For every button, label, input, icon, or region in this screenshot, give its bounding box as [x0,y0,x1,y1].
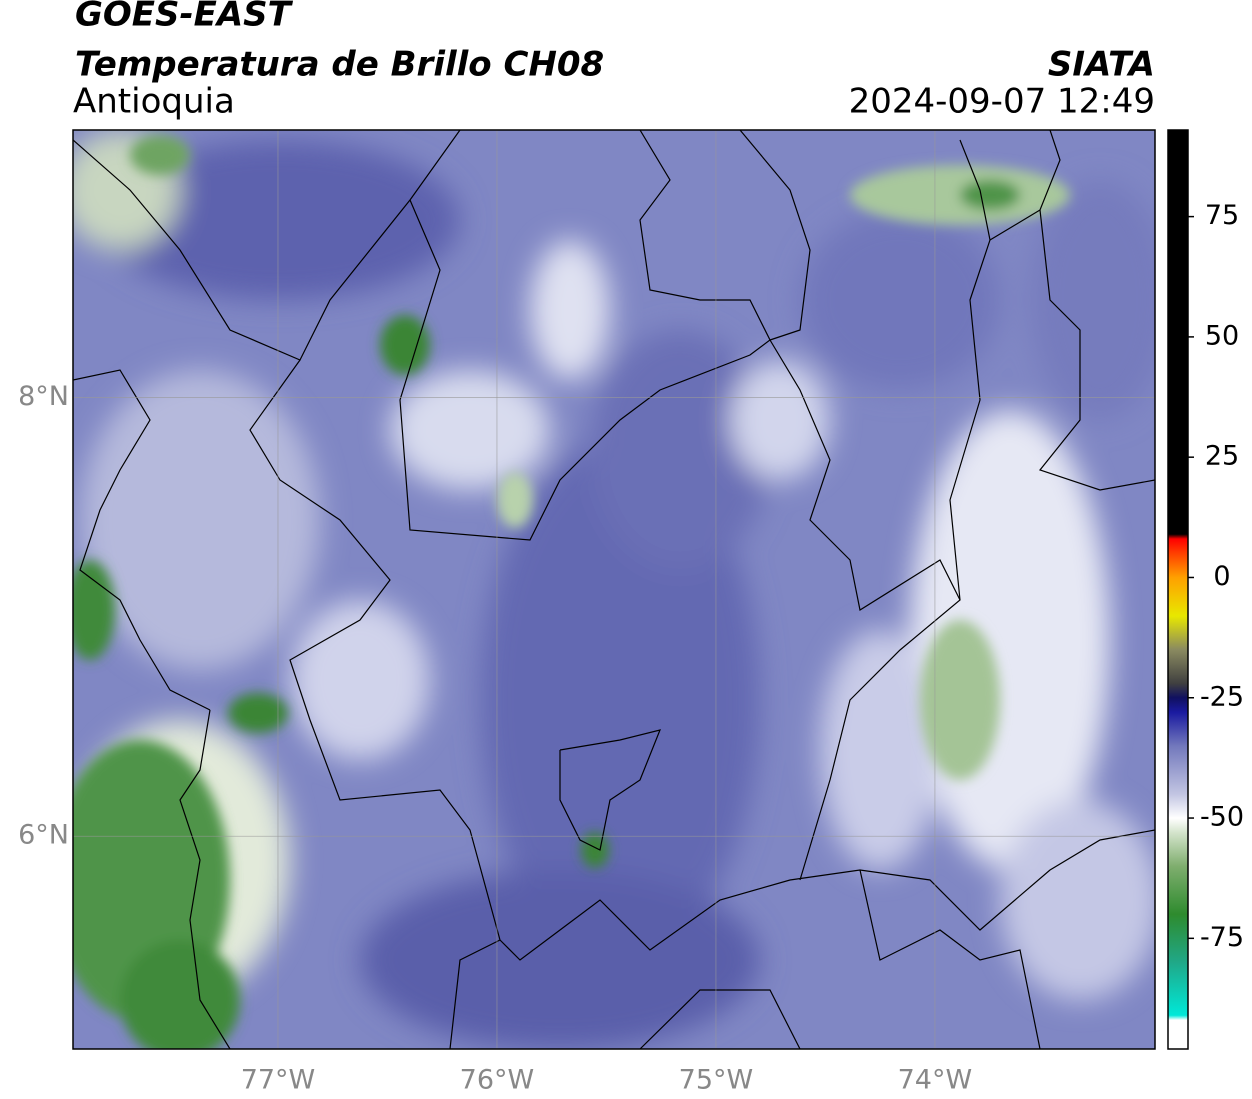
colorbar-tick-label: -75 [1200,922,1244,953]
x-tick-label: 74°W [898,1065,973,1096]
colorbar-tick-label: 75 [1205,200,1239,231]
title: GOES-EAST [75,0,294,35]
colorbar-tick-label: -25 [1200,681,1244,712]
colorbar [1167,129,1189,1050]
x-tick-label: 76°W [460,1065,535,1096]
colorbar-tick-label: -50 [1200,802,1244,833]
imagery [73,130,1155,1049]
colorbar-tick-label: 50 [1205,320,1239,351]
timestamp: 2024-09-07 12:49 [849,82,1155,122]
map-frame [72,129,1156,1050]
x-tick-label: 77°W [241,1065,316,1096]
y-tick-label: 6°N [18,820,69,851]
region: Antioquia [73,82,235,122]
y-tick-label: 8°N [18,381,69,412]
source: SIATA [1048,45,1155,85]
subtitle: Temperatura de Brillo CH08 [75,45,604,85]
colorbar-tick-label: 0 [1213,561,1230,592]
colorbar-tick-label: 25 [1205,441,1239,472]
borders [73,130,1155,1049]
x-tick-label: 75°W [679,1065,754,1096]
